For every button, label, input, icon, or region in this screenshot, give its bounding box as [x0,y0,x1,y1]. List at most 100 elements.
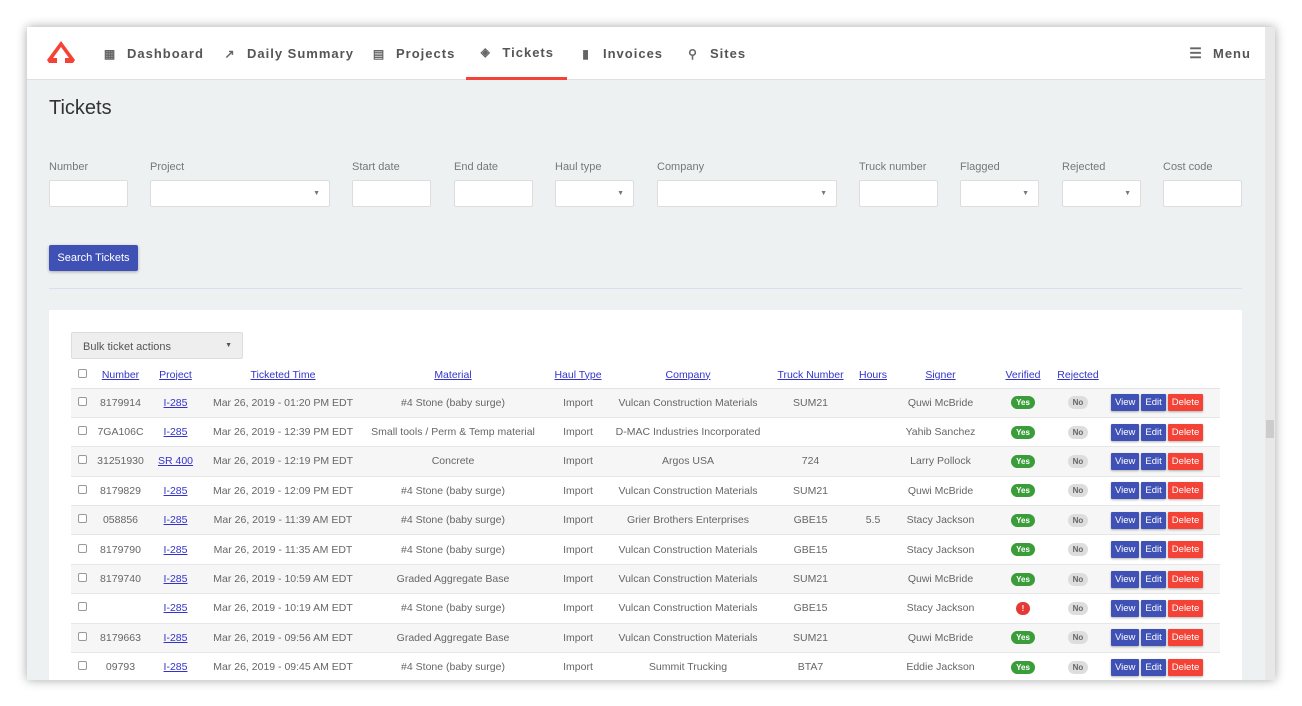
view-button[interactable]: View [1111,541,1140,559]
edit-button[interactable]: Edit [1141,423,1166,441]
cell-rejected: No [1053,505,1103,536]
bulk-actions-select[interactable]: Bulk ticket actions ▼ [71,332,243,359]
cell-actions: View Edit Delete [1103,417,1220,448]
filter-input[interactable] [49,180,128,207]
delete-button[interactable]: Delete [1167,629,1204,647]
project-link[interactable]: SR 400 [157,455,194,468]
logo-icon[interactable] [45,40,77,64]
project-link[interactable]: I-285 [163,484,188,497]
delete-button[interactable]: Delete [1167,482,1204,500]
edit-button[interactable]: Edit [1141,599,1166,617]
filter-input[interactable] [859,180,938,207]
delete-button[interactable]: Delete [1167,511,1204,529]
project-link[interactable]: I-285 [163,661,188,674]
row-checkbox[interactable] [77,602,87,612]
scrollbar-thumb[interactable] [1266,420,1274,438]
nav-projects[interactable]: ▤ Projects [372,27,455,80]
caret-down-icon: ▼ [1022,190,1029,197]
row-select [71,564,93,595]
view-button[interactable]: View [1111,394,1140,412]
cell-signer: Quwi McBride [888,623,993,654]
edit-button[interactable]: Edit [1141,541,1166,559]
filter-select[interactable]: ▼ [555,180,634,207]
column-header[interactable]: Material [363,362,543,389]
row-checkbox[interactable] [77,396,87,406]
column-header[interactable]: Project [148,362,203,389]
cell-signer: Eddie Jackson [888,652,993,680]
delete-button[interactable]: Delete [1167,541,1204,559]
column-header[interactable]: Rejected [1053,362,1103,389]
delete-button[interactable]: Delete [1167,570,1204,588]
nav-invoices[interactable]: ▮ Invoices [579,27,663,80]
search-tickets-button[interactable]: Search Tickets [49,245,138,271]
project-link[interactable]: I-285 [163,602,188,615]
select-all-checkbox[interactable] [77,368,87,378]
filter-label: End date [454,161,499,173]
column-header[interactable]: Verified [993,362,1053,389]
project-link[interactable]: I-285 [163,426,188,439]
delete-button[interactable]: Delete [1167,423,1204,441]
edit-button[interactable]: Edit [1141,629,1166,647]
delete-button[interactable]: Delete [1167,452,1204,470]
row-checkbox[interactable] [77,543,87,553]
row-checkbox[interactable] [77,484,87,494]
caret-down-icon: ▼ [313,190,320,197]
column-header[interactable]: Hours [858,362,888,389]
view-button[interactable]: View [1111,629,1140,647]
filter-label: Cost code [1163,161,1213,173]
row-checkbox[interactable] [77,661,87,671]
row-checkbox[interactable] [77,573,87,583]
row-checkbox[interactable] [77,631,87,641]
filter-select[interactable]: ▼ [960,180,1039,207]
row-checkbox[interactable] [77,426,87,436]
project-link[interactable]: I-285 [163,573,188,586]
menu-button[interactable]: ☰ Menu [1189,27,1251,80]
column-header[interactable]: Truck Number [763,362,858,389]
delete-button[interactable]: Delete [1167,658,1204,676]
project-link[interactable]: I-285 [163,543,188,556]
column-header[interactable]: Company [613,362,763,389]
view-button[interactable]: View [1111,599,1140,617]
nav-daily-summary[interactable]: ↗ Daily Summary [223,27,354,80]
edit-button[interactable]: Edit [1141,482,1166,500]
edit-button[interactable]: Edit [1141,511,1166,529]
row-checkbox[interactable] [77,514,87,524]
filter-select[interactable]: ▼ [657,180,837,207]
project-link[interactable]: I-285 [163,396,188,409]
project-link[interactable]: I-285 [163,631,188,644]
view-button[interactable]: View [1111,511,1140,529]
view-button[interactable]: View [1111,452,1140,470]
row-checkbox[interactable] [77,455,87,465]
view-button[interactable]: View [1111,658,1140,676]
nav-dashboard[interactable]: ▦ Dashboard [103,27,204,80]
edit-button[interactable]: Edit [1141,452,1166,470]
column-header[interactable]: Signer [888,362,993,389]
filter-select[interactable]: ▼ [1062,180,1141,207]
edit-button[interactable]: Edit [1141,570,1166,588]
filter-input[interactable] [352,180,431,207]
cell-project: I-285 [148,534,203,565]
edit-button[interactable]: Edit [1141,394,1166,412]
cell-actions: View Edit Delete [1103,652,1220,680]
caret-down-icon: ▼ [1124,190,1131,197]
hamburger-icon: ☰ [1189,45,1203,61]
filter-select[interactable]: ▼ [150,180,330,207]
verified-badge: Yes [1011,543,1035,557]
view-button[interactable]: View [1111,570,1140,588]
view-button[interactable]: View [1111,482,1140,500]
column-header[interactable]: Number [93,362,148,389]
filter-input[interactable] [1163,180,1242,207]
project-link[interactable]: I-285 [163,514,188,527]
scrollbar[interactable] [1265,27,1275,680]
column-header[interactable]: Ticketed Time [203,362,363,389]
nav-sites[interactable]: ⚲ Sites [686,27,746,80]
delete-button[interactable]: Delete [1167,394,1204,412]
view-button[interactable]: View [1111,423,1140,441]
filter-input[interactable] [454,180,533,207]
column-header[interactable]: Haul Type [543,362,613,389]
nav-label: Tickets [502,44,554,60]
nav-tickets[interactable]: ◈ Tickets [466,27,567,80]
delete-button[interactable]: Delete [1167,599,1204,617]
cell-company: Vulcan Construction Materials [613,623,763,654]
edit-button[interactable]: Edit [1141,658,1166,676]
